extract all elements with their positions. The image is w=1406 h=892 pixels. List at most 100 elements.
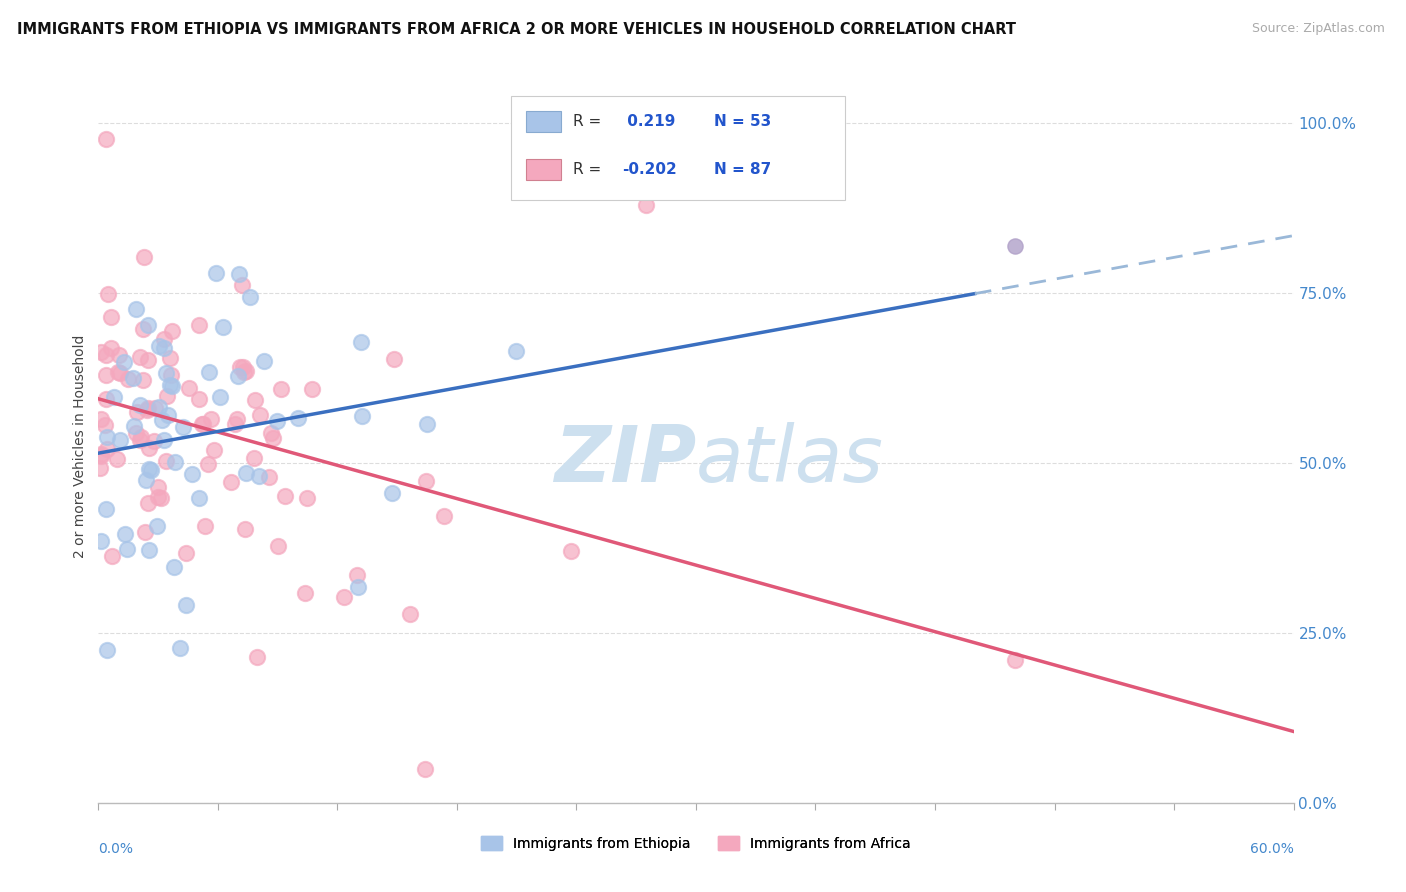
- Point: [89, 461, 111, 475]
- Text: R =: R =: [572, 162, 602, 178]
- Point: [90, 534, 112, 549]
- Point: [146, 490, 169, 504]
- Point: [138, 462, 160, 476]
- Point: [124, 302, 146, 317]
- Point: [163, 455, 186, 469]
- Point: [127, 405, 149, 419]
- Point: [232, 359, 254, 374]
- Point: [96, 430, 118, 444]
- Point: [176, 546, 198, 560]
- Point: [100, 310, 122, 325]
- Point: [172, 419, 194, 434]
- Text: 0.0%: 0.0%: [98, 842, 134, 856]
- Point: [243, 393, 266, 408]
- Point: [90, 447, 112, 461]
- FancyBboxPatch shape: [526, 112, 561, 132]
- Point: [249, 408, 271, 422]
- Point: [96, 442, 118, 456]
- Point: [90, 411, 112, 425]
- Point: [159, 351, 181, 365]
- Point: [180, 467, 202, 482]
- Point: [274, 489, 297, 503]
- Point: [128, 398, 150, 412]
- Point: [202, 442, 225, 457]
- Point: [97, 287, 120, 301]
- Point: [381, 486, 404, 500]
- Point: [224, 417, 246, 432]
- Point: [117, 372, 139, 386]
- Point: [243, 450, 266, 465]
- Point: [125, 426, 148, 441]
- Text: 60.0%: 60.0%: [1250, 842, 1294, 856]
- Text: 0.219: 0.219: [621, 114, 675, 129]
- Point: [294, 586, 316, 600]
- Point: [139, 463, 162, 477]
- Point: [247, 468, 270, 483]
- Point: [107, 365, 129, 379]
- Point: [136, 401, 159, 416]
- Point: [193, 417, 215, 431]
- Point: [148, 400, 170, 414]
- Point: [150, 413, 173, 427]
- Point: [160, 325, 183, 339]
- Point: [153, 433, 176, 447]
- Point: [136, 496, 159, 510]
- Point: [94, 502, 117, 516]
- Text: Source: ZipAtlas.com: Source: ZipAtlas.com: [1251, 22, 1385, 36]
- Point: [150, 491, 173, 506]
- Point: [105, 451, 128, 466]
- Point: [110, 434, 132, 448]
- Point: [146, 480, 169, 494]
- Point: [143, 434, 166, 448]
- Point: [90, 449, 112, 463]
- Point: [226, 369, 249, 384]
- Point: [138, 542, 160, 557]
- Text: ZIP: ZIP: [554, 422, 696, 499]
- Text: N = 53: N = 53: [714, 114, 770, 129]
- Point: [122, 419, 145, 434]
- Point: [162, 379, 184, 393]
- Point: [208, 390, 231, 404]
- Point: [197, 365, 219, 379]
- Point: [295, 491, 318, 506]
- Point: [107, 347, 129, 361]
- Text: IMMIGRANTS FROM ETHIOPIA VS IMMIGRANTS FROM AFRICA 2 OR MORE VEHICLES IN HOUSEHO: IMMIGRANTS FROM ETHIOPIA VS IMMIGRANTS F…: [17, 22, 1017, 37]
- Y-axis label: 2 or more Vehicles in Household: 2 or more Vehicles in Household: [73, 334, 87, 558]
- Point: [169, 640, 191, 655]
- Point: [416, 417, 439, 431]
- Point: [1004, 238, 1026, 252]
- Point: [132, 250, 155, 264]
- Point: [194, 519, 217, 533]
- Point: [229, 359, 252, 374]
- Point: [259, 470, 281, 484]
- Point: [174, 598, 197, 612]
- FancyBboxPatch shape: [510, 96, 845, 200]
- Text: atlas: atlas: [696, 422, 884, 499]
- Point: [231, 277, 253, 292]
- Point: [187, 318, 209, 332]
- Point: [262, 431, 284, 445]
- Text: R =: R =: [572, 114, 602, 129]
- Point: [121, 371, 143, 385]
- Point: [138, 442, 160, 456]
- Point: [94, 392, 117, 407]
- Point: [636, 198, 658, 212]
- Point: [159, 378, 181, 392]
- Point: [101, 549, 124, 564]
- Point: [93, 418, 115, 433]
- Point: [155, 389, 177, 403]
- Point: [94, 132, 117, 146]
- Point: [143, 401, 166, 415]
- Point: [114, 527, 136, 541]
- Point: [505, 344, 527, 359]
- Point: [136, 352, 159, 367]
- Point: [333, 590, 356, 604]
- Point: [136, 403, 159, 417]
- Point: [103, 390, 125, 404]
- Point: [266, 414, 288, 428]
- Point: [260, 426, 283, 441]
- Point: [160, 368, 183, 383]
- Point: [226, 412, 249, 426]
- Point: [350, 335, 373, 350]
- Point: [1004, 653, 1026, 667]
